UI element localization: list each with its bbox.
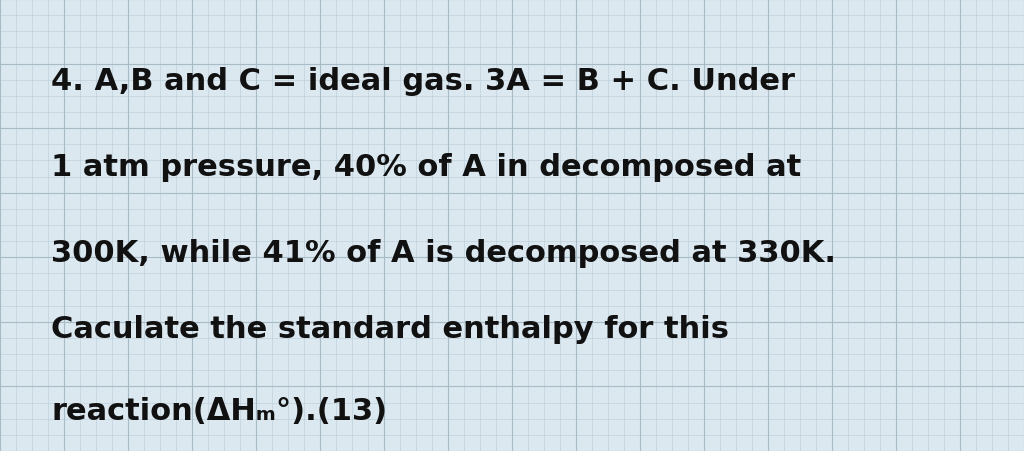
Text: 300K, while 41% of A is decomposed at 330K.: 300K, while 41% of A is decomposed at 33… — [51, 238, 837, 267]
Text: 1 atm pressure, 40% of A in decomposed at: 1 atm pressure, 40% of A in decomposed a… — [51, 152, 802, 181]
Text: 4. A,B and C = ideal gas. 3A = B + C. Under: 4. A,B and C = ideal gas. 3A = B + C. Un… — [51, 67, 796, 96]
Text: Caculate the standard enthalpy for this: Caculate the standard enthalpy for this — [51, 315, 729, 344]
Text: reaction(ΔHₘ°).(13): reaction(ΔHₘ°).(13) — [51, 396, 387, 425]
